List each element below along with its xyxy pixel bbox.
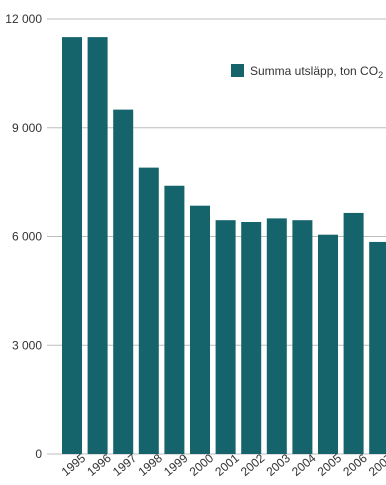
x-tick-label: 1999 (161, 451, 191, 479)
bar-2004 (292, 220, 313, 454)
bar-2000 (190, 205, 210, 454)
legend-swatch (231, 64, 244, 77)
x-tick-label: 1996 (84, 451, 114, 479)
x-tick-label: 1998 (136, 451, 166, 479)
x-tick-label: 1995 (59, 451, 89, 479)
y-tick-label: 6 000 (12, 230, 42, 244)
x-axis-tick-labels: 1995199619971998199920002001200220032004… (59, 451, 386, 479)
x-tick-label: 1997 (110, 451, 140, 479)
legend-label-main: Summa utsläpp, ton CO (250, 64, 378, 78)
x-tick-label: 2003 (264, 451, 294, 479)
y-tick-label: 12 000 (5, 12, 42, 26)
bar-2002 (241, 222, 262, 454)
x-tick-label: 2002 (238, 451, 268, 479)
bar-2001 (215, 220, 236, 454)
x-tick-label: 2001 (212, 451, 242, 479)
bar-2006 (343, 212, 364, 454)
bar-2007 (369, 241, 386, 454)
x-tick-label: 2006 (340, 451, 370, 479)
y-tick-label: 3 000 (12, 338, 42, 352)
bar-1997 (113, 109, 134, 454)
bars (62, 37, 386, 454)
bar-1999 (164, 185, 185, 454)
x-tick-label: 2000 (187, 451, 217, 479)
legend-label-subscript: 2 (378, 70, 383, 80)
legend: Summa utsläpp, ton CO2 (231, 64, 383, 80)
bar-2005 (318, 234, 338, 454)
y-tick-label: 0 (35, 447, 42, 461)
x-tick-label: 2007 (366, 451, 386, 479)
bar-1995 (62, 37, 82, 454)
legend-label: Summa utsläpp, ton CO2 (250, 64, 383, 80)
y-tick-label: 9 000 (12, 121, 42, 135)
bar-1996 (87, 37, 108, 454)
bar-1998 (138, 167, 159, 454)
bar-2003 (266, 218, 287, 454)
x-tick-label: 2004 (289, 451, 319, 479)
y-axis-tick-labels: 0 3 000 6 000 9 000 12 000 (5, 12, 42, 461)
x-tick-label: 2005 (315, 451, 345, 479)
